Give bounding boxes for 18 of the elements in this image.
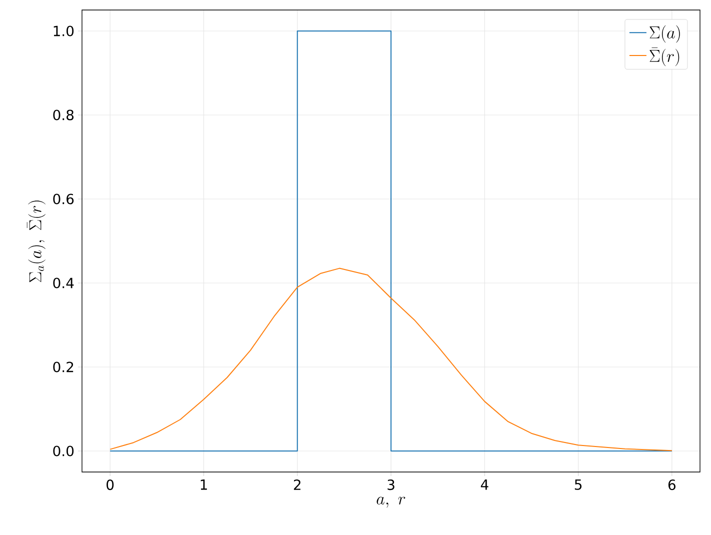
x-tick-label: 2 [294,480,300,490]
x-tick-label: 0 [106,480,114,490]
y-tick-label: 0.8 [53,110,74,120]
y-tick-label: 0.4 [53,278,74,288]
x-axis-title: $a,\ r$ [376,496,406,508]
y-tick-label: 0.0 [53,446,74,456]
y-tick-label: 0.6 [53,194,74,204]
line-series [110,268,672,452]
legend-label: $\Sigma(a)$ [650,25,680,43]
x-tick-label: 4 [480,480,488,490]
x-tick-label: 6 [668,480,676,490]
x-tick-label: 1 [200,480,207,490]
y-tick-label: 1.0 [54,26,74,36]
x-tick-label: 5 [574,480,582,490]
y-tick-label: 0.2 [53,362,74,372]
legend-label: $\bar{\Sigma}(r)$ [650,47,680,66]
x-tick-label: 3 [388,480,394,490]
y-axis-title: $\Sigma_a(a),\ \bar{\Sigma}(r)$ [26,200,46,282]
